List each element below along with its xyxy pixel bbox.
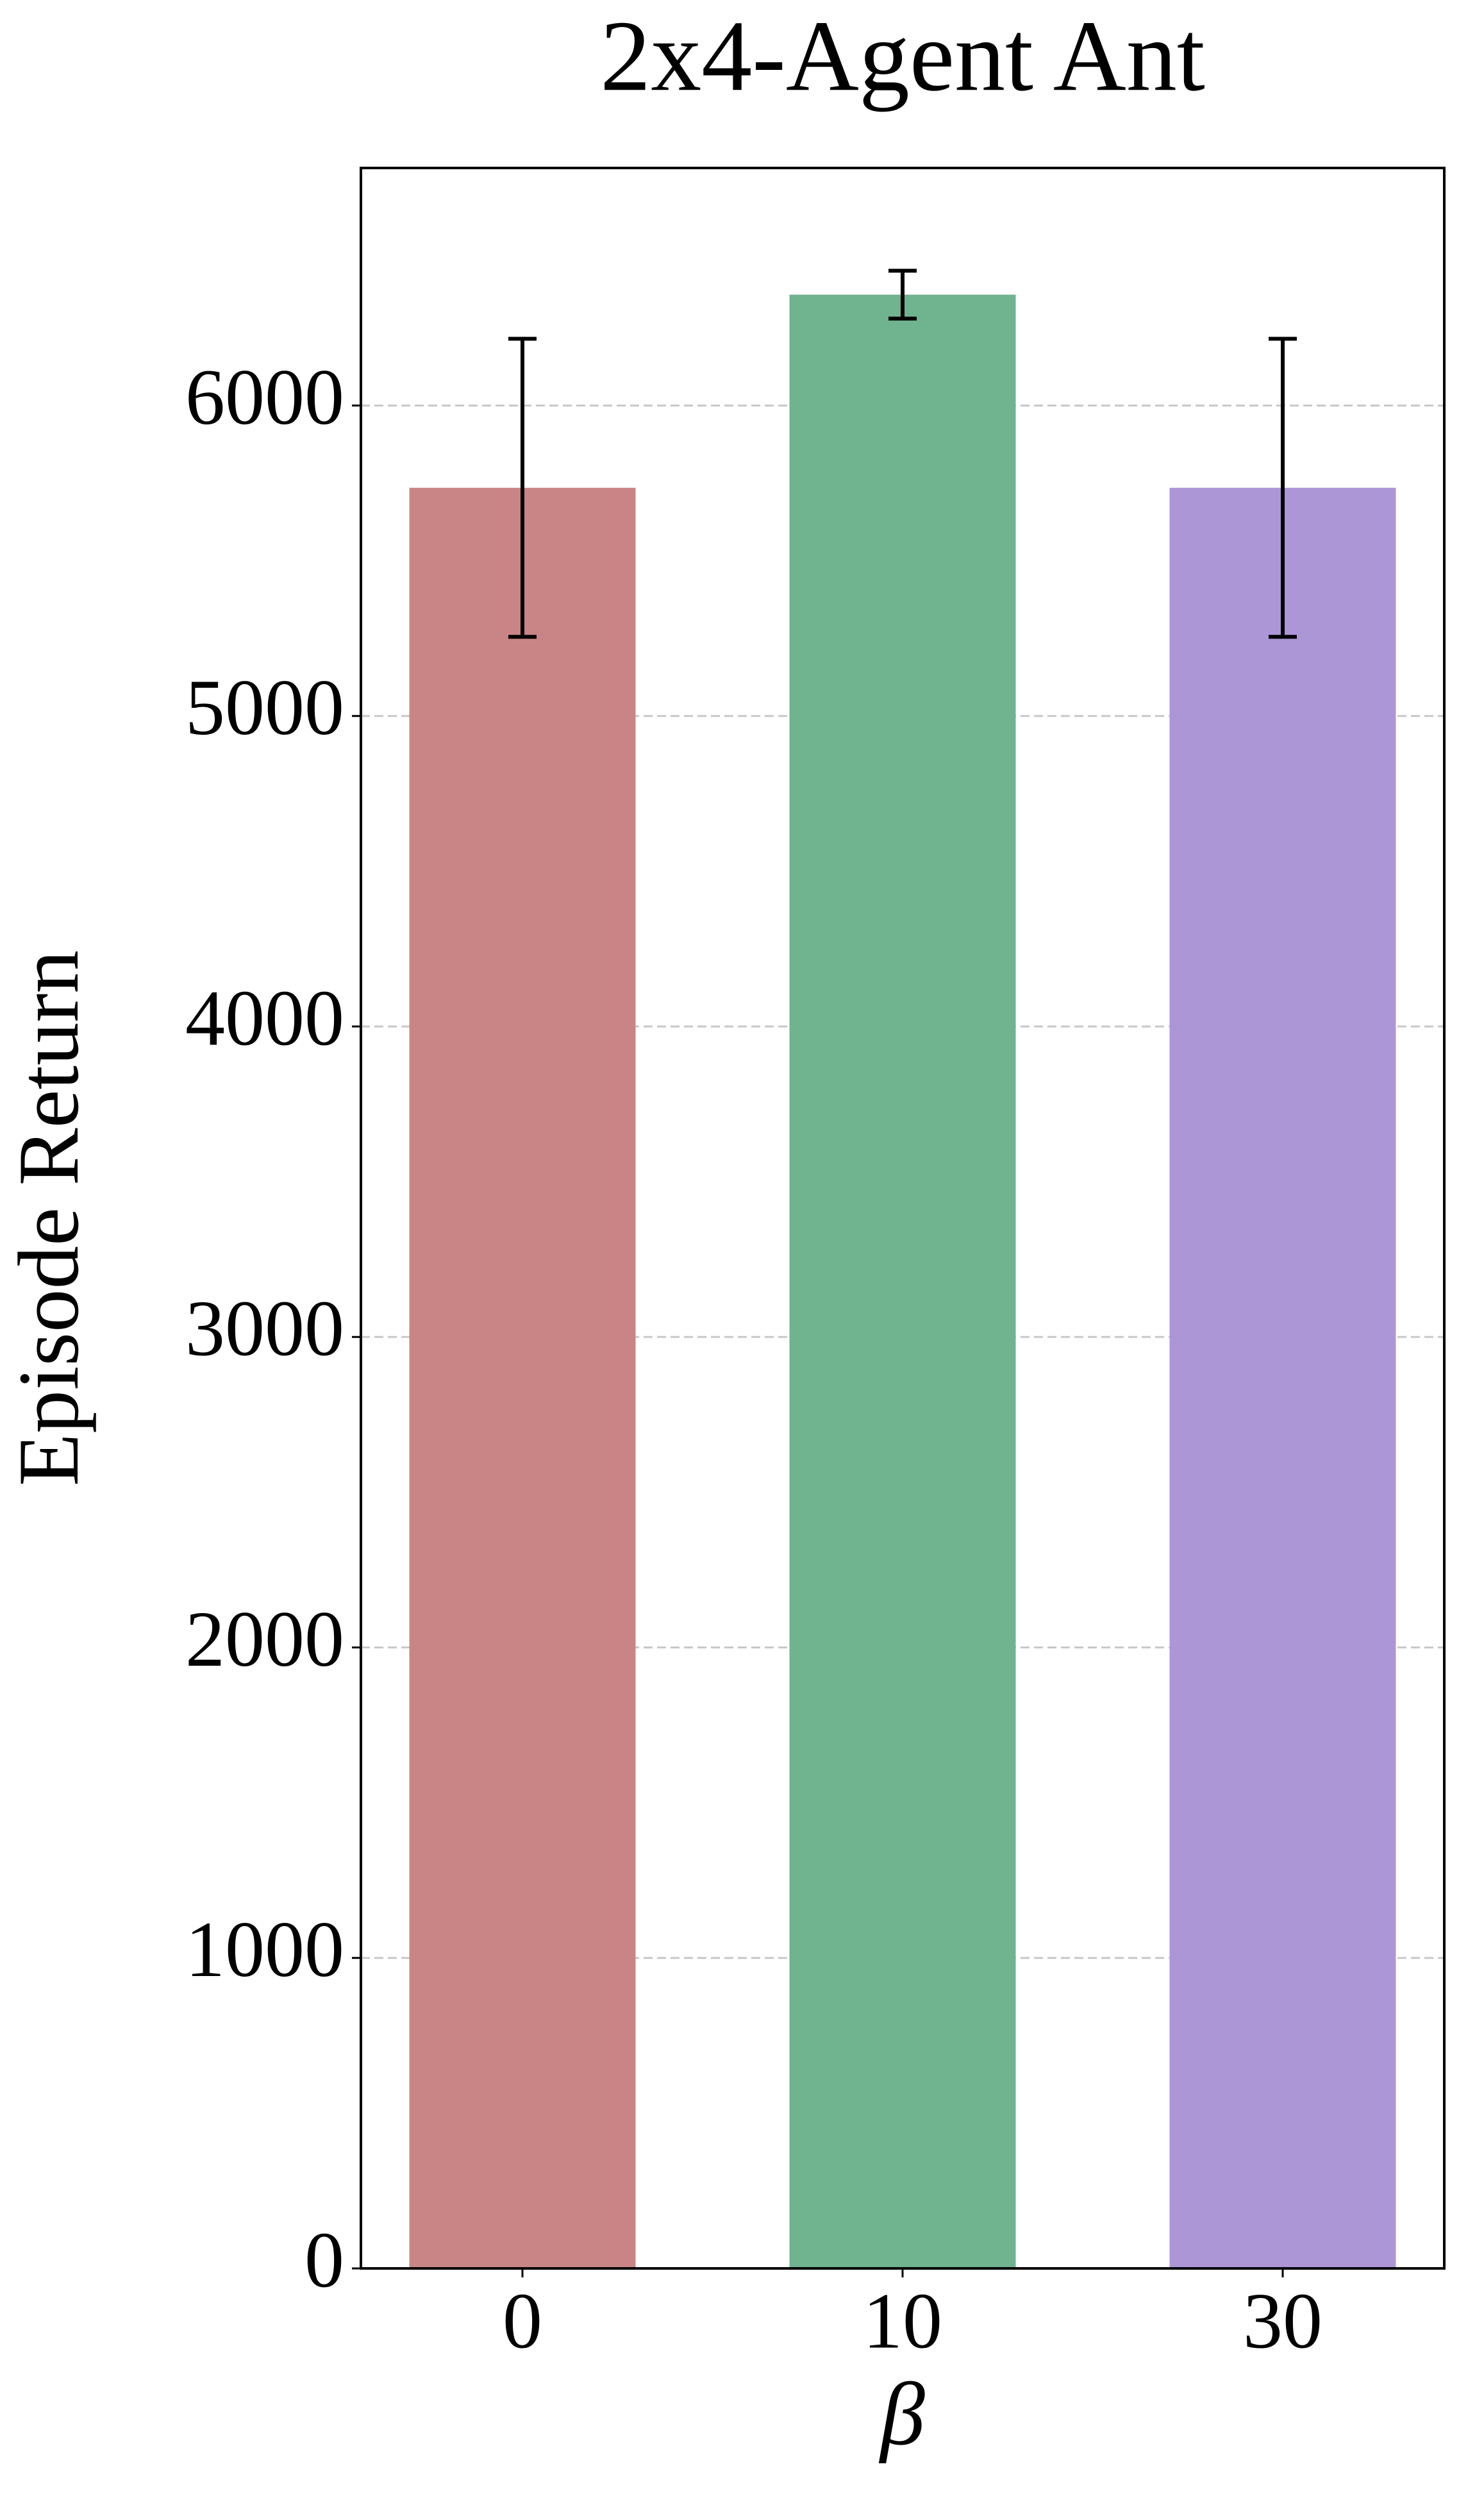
y-tick-label: 2000 (185, 1595, 344, 1683)
y-tick-label: 1000 (185, 1906, 344, 1993)
bar (409, 487, 636, 2268)
x-tick-label: 30 (1243, 2277, 1322, 2365)
x-tick-label: 0 (503, 2277, 542, 2365)
y-tick-label: 5000 (185, 664, 344, 751)
y-tick-label: 6000 (185, 353, 344, 441)
x-tick-label: 10 (863, 2277, 942, 2365)
chart-title: 2x4-Agent Ant (600, 0, 1205, 112)
bar (1169, 487, 1396, 2268)
plot-frame (360, 167, 1446, 2270)
error-bar (508, 337, 537, 639)
y-tick-label: 4000 (185, 974, 344, 1062)
y-tick-label: 0 (304, 2216, 344, 2304)
y-axis-label: Episode Return (1, 950, 97, 1486)
y-tick-label: 3000 (185, 1285, 344, 1373)
error-bar (1269, 337, 1297, 639)
error-bar (888, 269, 917, 321)
x-axis-label: β (878, 2365, 925, 2464)
bar (789, 294, 1016, 2269)
